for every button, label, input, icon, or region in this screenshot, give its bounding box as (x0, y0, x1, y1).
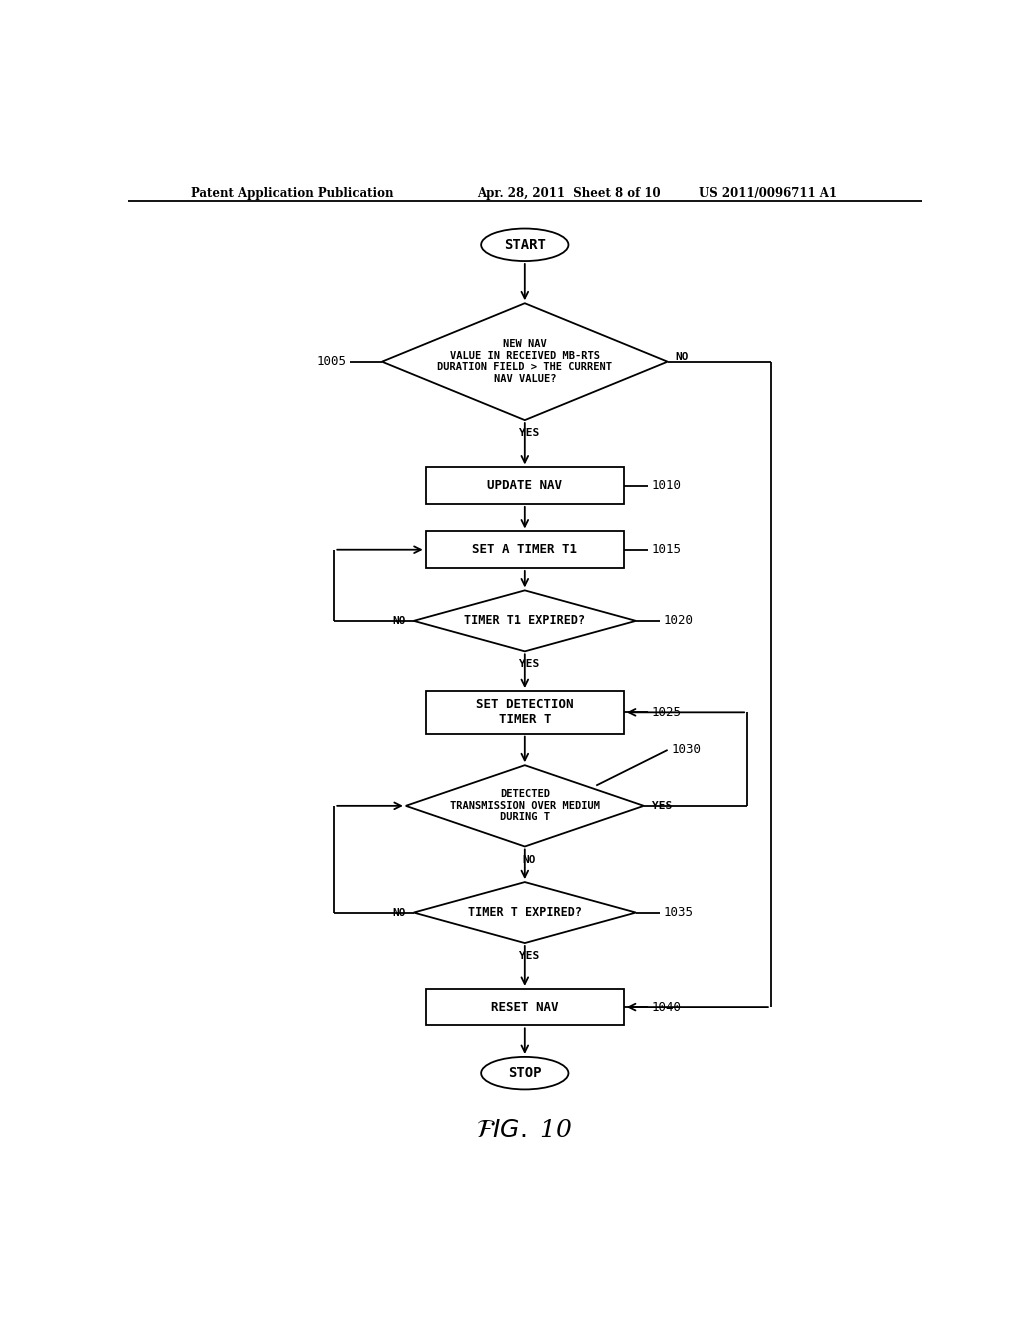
Text: DETECTED
TRANSMISSION OVER MEDIUM
DURING T: DETECTED TRANSMISSION OVER MEDIUM DURING… (450, 789, 600, 822)
Text: TIMER T EXPIRED?: TIMER T EXPIRED? (468, 906, 582, 919)
Text: YES: YES (518, 428, 539, 438)
Text: Apr. 28, 2011  Sheet 8 of 10: Apr. 28, 2011 Sheet 8 of 10 (477, 187, 660, 199)
Text: TIMER T1 EXPIRED?: TIMER T1 EXPIRED? (464, 614, 586, 627)
Text: STOP: STOP (508, 1067, 542, 1080)
Text: NO: NO (522, 854, 536, 865)
Text: NEW NAV
VALUE IN RECEIVED MB-RTS
DURATION FIELD > THE CURRENT
NAV VALUE?: NEW NAV VALUE IN RECEIVED MB-RTS DURATIO… (437, 339, 612, 384)
Text: 1035: 1035 (664, 906, 693, 919)
Text: YES: YES (652, 801, 672, 810)
Text: 1010: 1010 (652, 479, 682, 492)
Text: NO: NO (676, 351, 689, 362)
Text: 1005: 1005 (316, 355, 346, 368)
Text: YES: YES (518, 660, 539, 669)
Text: NO: NO (392, 616, 406, 626)
Text: 1025: 1025 (652, 706, 682, 719)
Text: 1030: 1030 (672, 743, 701, 756)
Text: 1040: 1040 (652, 1001, 682, 1014)
Text: SET DETECTION
TIMER T: SET DETECTION TIMER T (476, 698, 573, 726)
Text: YES: YES (518, 952, 539, 961)
Text: SET A TIMER T1: SET A TIMER T1 (472, 544, 578, 556)
Text: RESET NAV: RESET NAV (492, 1001, 558, 1014)
Text: US 2011/0096711 A1: US 2011/0096711 A1 (699, 187, 838, 199)
Text: $\mathcal{F}$$\mathit{IG.}$ 10: $\mathcal{F}$$\mathit{IG.}$ 10 (476, 1119, 573, 1142)
Text: START: START (504, 238, 546, 252)
Text: NO: NO (392, 908, 406, 917)
Text: Patent Application Publication: Patent Application Publication (191, 187, 394, 199)
Text: 1020: 1020 (664, 614, 693, 627)
Text: UPDATE NAV: UPDATE NAV (487, 479, 562, 492)
Text: 1015: 1015 (652, 544, 682, 556)
